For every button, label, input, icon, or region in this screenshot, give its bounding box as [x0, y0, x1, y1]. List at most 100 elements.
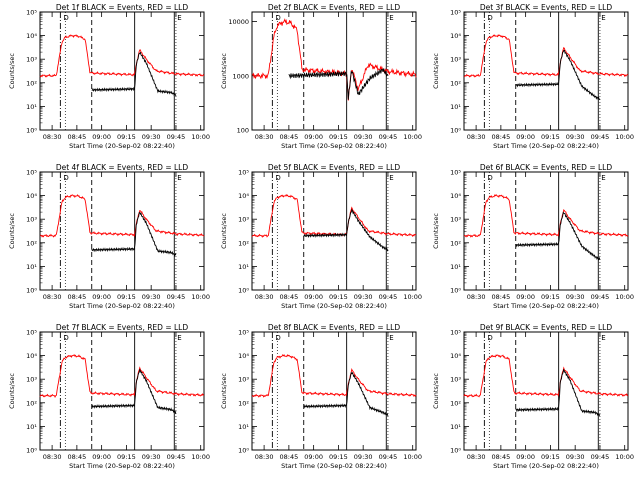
x-axis-label: Start Time (20-Sep-02 08:22:40) — [69, 302, 175, 310]
x-tick-label: 10:00 — [191, 453, 210, 461]
y-tick-label: 100 — [237, 127, 249, 135]
panel-title: Det 1f BLACK = Events, RED = LLD — [56, 3, 189, 12]
x-tick-label: 09:30 — [142, 133, 161, 141]
y-tick-label: 10⁰ — [238, 287, 249, 295]
x-tick-label: 09:45 — [379, 453, 398, 461]
x-tick-label: 09:00 — [92, 133, 111, 141]
y-tick-label: 1000 — [232, 72, 249, 80]
x-axis-label: Start Time (20-Sep-02 08:22:40) — [281, 302, 387, 310]
y-tick-label: 10⁰ — [450, 447, 461, 455]
x-tick-label: 08:30 — [467, 293, 486, 301]
events-series-line — [91, 51, 177, 97]
x-tick-label: 09:30 — [566, 453, 585, 461]
corner-label-d: D — [487, 14, 492, 22]
y-tick-label: 10³ — [238, 216, 249, 224]
y-tick-label: 10⁴ — [238, 352, 249, 360]
x-tick-label: 09:30 — [354, 133, 373, 141]
x-tick-label: 09:15 — [329, 453, 348, 461]
y-tick-label: 10¹ — [26, 103, 37, 111]
lld-series-line — [251, 18, 417, 101]
x-tick-label: 10:00 — [615, 293, 634, 301]
x-tick-label: 09:45 — [591, 453, 610, 461]
x-tick-label: 08:45 — [280, 293, 299, 301]
x-tick-label: 08:30 — [255, 133, 274, 141]
corner-label-e: E — [601, 14, 605, 22]
x-tick-label: 09:15 — [329, 133, 348, 141]
x-tick-label: 09:45 — [167, 293, 186, 301]
y-axis-label: Counts/sec — [8, 213, 16, 249]
y-tick-label: 10² — [26, 239, 37, 247]
y-tick-label: 10⁰ — [238, 447, 249, 455]
corner-label-d: D — [63, 174, 68, 182]
y-tick-label: 10² — [238, 399, 249, 407]
y-tick-label: 10³ — [450, 216, 461, 224]
y-tick-label: 10⁴ — [238, 192, 249, 200]
y-tick-label: 10⁴ — [26, 352, 37, 360]
y-tick-label: 10¹ — [26, 423, 37, 431]
lld-series-line — [39, 194, 205, 238]
y-axis-label: Counts/sec — [220, 213, 228, 249]
x-tick-label: 10:00 — [403, 453, 422, 461]
x-tick-label: 09:00 — [304, 293, 323, 301]
y-tick-label: 10¹ — [450, 263, 461, 271]
events-series-line — [515, 49, 601, 101]
x-tick-label: 09:15 — [329, 293, 348, 301]
x-tick-label: 09:15 — [117, 453, 136, 461]
panel-6: Det 6f BLACK = Events, RED = LLD 10⁰ 10¹ 10… — [432, 163, 634, 310]
x-tick-label: 08:45 — [68, 293, 87, 301]
corner-label-e: E — [389, 14, 393, 22]
y-tick-label: 10² — [26, 79, 37, 87]
x-tick-label: 10:00 — [403, 293, 422, 301]
y-tick-label: 10³ — [238, 376, 249, 384]
corner-label-e: E — [177, 174, 181, 182]
y-tick-label: 10⁴ — [26, 192, 37, 200]
y-tick-label: 10⁰ — [450, 127, 461, 135]
plot-frame — [39, 331, 205, 451]
y-tick-label: 10³ — [26, 376, 37, 384]
lld-series-line — [463, 194, 629, 238]
x-tick-label: 09:30 — [566, 293, 585, 301]
x-tick-label: 08:45 — [68, 453, 87, 461]
lld-series-line — [39, 354, 205, 398]
x-tick-label: 08:30 — [467, 133, 486, 141]
corner-label-d: D — [275, 334, 280, 342]
y-tick-label: 10⁵ — [450, 169, 461, 177]
y-tick-label: 10³ — [450, 56, 461, 64]
x-tick-label: 08:30 — [43, 293, 62, 301]
y-tick-label: 10⁵ — [26, 169, 37, 177]
x-tick-label: 08:45 — [280, 133, 299, 141]
panel-title: Det 6f BLACK = Events, RED = LLD — [480, 163, 613, 172]
plot-frame — [251, 331, 417, 451]
x-tick-label: 10:00 — [191, 293, 210, 301]
x-tick-label: 08:45 — [280, 453, 299, 461]
lld-series-line — [39, 34, 205, 78]
x-axis-label: Start Time (20-Sep-02 08:22:40) — [69, 142, 175, 150]
plot-frame — [463, 11, 629, 131]
y-tick-label: 10² — [238, 239, 249, 247]
panel-7: Det 7f BLACK = Events, RED = LLD 10⁰ 10¹ 10… — [8, 323, 210, 470]
x-tick-label: 09:00 — [92, 293, 111, 301]
y-tick-label: 10⁵ — [26, 329, 37, 337]
panel-9: Det 9f BLACK = Events, RED = LLD 10⁰ 10¹ 10… — [432, 323, 634, 470]
x-tick-label: 09:45 — [591, 133, 610, 141]
x-tick-label: 08:30 — [43, 133, 62, 141]
events-series-line — [515, 369, 601, 417]
x-tick-label: 09:15 — [541, 293, 560, 301]
events-series-line — [288, 68, 389, 100]
plot-frame — [251, 171, 417, 291]
y-tick-label: 10¹ — [26, 263, 37, 271]
panel-1: Det 1f BLACK = Events, RED = LLD 10⁰ 10¹ 10… — [8, 3, 210, 150]
x-tick-label: 08:30 — [43, 453, 62, 461]
y-tick-label: 10² — [26, 399, 37, 407]
y-tick-label: 10⁴ — [450, 352, 461, 360]
x-tick-label: 09:30 — [142, 293, 161, 301]
x-tick-label: 08:30 — [255, 453, 274, 461]
x-tick-label: 09:00 — [516, 133, 535, 141]
x-tick-label: 09:30 — [354, 453, 373, 461]
x-tick-label: 10:00 — [403, 133, 422, 141]
plot-frame — [39, 11, 205, 131]
x-tick-label: 09:00 — [516, 293, 535, 301]
y-tick-label: 10¹ — [238, 263, 249, 271]
y-tick-label: 10³ — [26, 56, 37, 64]
